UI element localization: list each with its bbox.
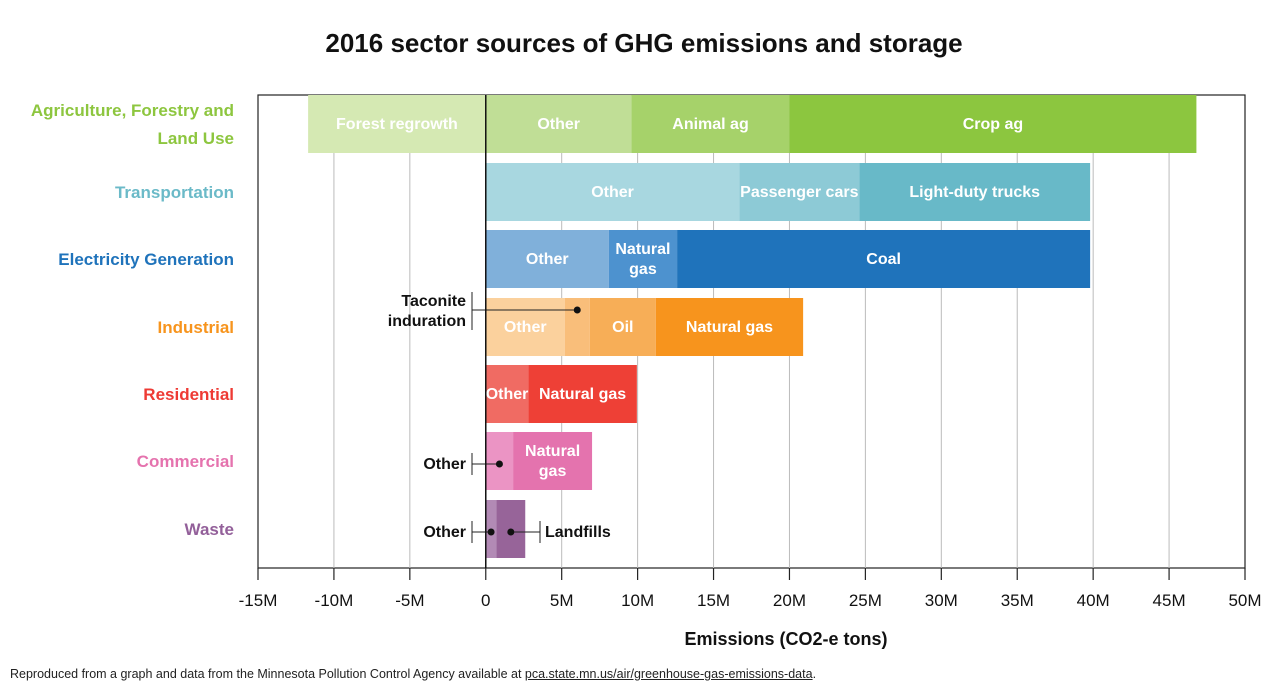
x-tick-label: 30M xyxy=(925,591,958,610)
bar-segment xyxy=(528,365,637,423)
sector-label: Commercial xyxy=(137,452,234,471)
bar-segment xyxy=(485,298,565,356)
x-tick-label: 15M xyxy=(697,591,730,610)
x-tick-label: -10M xyxy=(315,591,354,610)
sector-2 xyxy=(485,230,1091,288)
x-tick-label: 40M xyxy=(1077,591,1110,610)
bar-segment xyxy=(631,95,790,153)
x-tick-label: 5M xyxy=(550,591,574,610)
x-tick-label: 50M xyxy=(1228,591,1261,610)
bar-segment xyxy=(308,95,486,153)
segment-label: Other xyxy=(486,386,529,403)
sector-4 xyxy=(485,365,637,423)
x-tick-label: 35M xyxy=(1001,591,1034,610)
segment-label: Oil xyxy=(612,319,633,336)
chart-title: 2016 sector sources of GHG emissions and… xyxy=(325,28,963,58)
bar-segment xyxy=(513,432,593,490)
callout-dot xyxy=(495,460,503,468)
segment-label: Passenger cars xyxy=(740,184,858,201)
callout-label: Other xyxy=(423,524,466,541)
segment-label: Coal xyxy=(866,251,901,268)
segment-label: Natural gas xyxy=(615,241,670,278)
x-tick-label: -5M xyxy=(395,591,424,610)
segment-label: Light-duty trucks xyxy=(909,184,1040,201)
bar-segment xyxy=(739,163,860,221)
bar-segment xyxy=(485,230,609,288)
sector-label: Transportation xyxy=(115,183,234,202)
callout-dot xyxy=(573,306,581,314)
bar-segment xyxy=(485,163,740,221)
bar-segment xyxy=(789,95,1197,153)
x-tick-label: 25M xyxy=(849,591,882,610)
segment-label: Crop ag xyxy=(963,116,1023,133)
footer-end: . xyxy=(812,667,817,681)
bar-segment xyxy=(655,298,804,356)
sector-5 xyxy=(485,432,593,490)
sector-label: Electricity Generation xyxy=(58,250,234,269)
x-tick-label: 0 xyxy=(481,591,490,610)
segment-label: Natural gas xyxy=(525,443,580,480)
segment-label: Other xyxy=(526,251,569,268)
callout-dot xyxy=(507,528,515,536)
sector-1 xyxy=(485,163,1091,221)
callout-label: Landfills xyxy=(545,524,611,541)
x-axis-label: Emissions (CO2-e tons) xyxy=(684,629,887,649)
sector-label: Waste xyxy=(185,520,234,539)
bar-segment xyxy=(485,95,632,153)
segment-label: Forest regrowth xyxy=(336,116,458,133)
segment-label: Other xyxy=(504,319,547,336)
bar-segment xyxy=(608,230,678,288)
sector-3 xyxy=(485,298,804,356)
segment-label: Natural gas xyxy=(686,319,773,336)
bar-segment xyxy=(859,163,1091,221)
callout-label: Other xyxy=(423,456,466,473)
bar-segment xyxy=(485,365,529,423)
footer-link[interactable]: pca.state.mn.us/air/greenhouse-gas-emiss… xyxy=(524,667,813,681)
sector-label: Agriculture, Forestry and Land Use xyxy=(31,101,234,148)
footer-text: Reproduced from a graph and data from th… xyxy=(10,667,525,681)
segment-label: Other xyxy=(591,184,634,201)
bar-segment xyxy=(589,298,656,356)
sector-label: Residential xyxy=(143,385,234,404)
sector-0 xyxy=(308,95,1197,153)
x-tick-label: 10M xyxy=(621,591,654,610)
sector-label: Industrial xyxy=(157,318,234,337)
segment-label: Animal ag xyxy=(672,116,748,133)
bar-segment xyxy=(677,230,1091,288)
callout-label: Taconite induration xyxy=(388,293,466,330)
x-tick-label: 20M xyxy=(773,591,806,610)
footer-note: Reproduced from a graph and data from th… xyxy=(10,667,816,681)
callout-dot xyxy=(487,528,495,536)
x-tick-label: 45M xyxy=(1153,591,1186,610)
segment-label: Natural gas xyxy=(539,386,626,403)
segment-label: Other xyxy=(537,116,580,133)
x-tick-label: -15M xyxy=(239,591,278,610)
